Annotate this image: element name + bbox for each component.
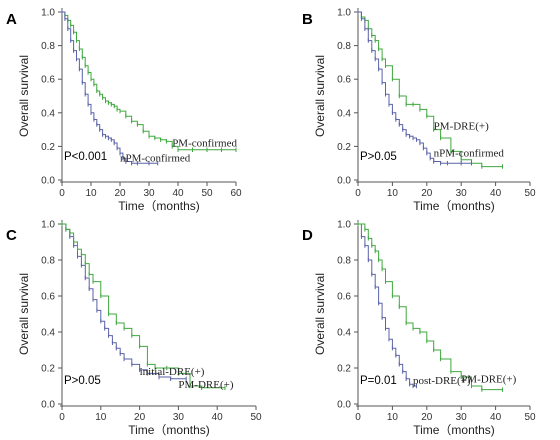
x-tick-label: 10 <box>387 412 399 423</box>
series-label: nPM-confirmed <box>434 147 505 159</box>
series-line-initial-dre- <box>62 223 187 380</box>
y-tick-label: 0.6 <box>41 75 55 86</box>
y-tick-label: 0.0 <box>337 400 351 411</box>
series-label: initial-DRE(+) <box>140 366 205 378</box>
x-tick-label: 0 <box>355 412 361 423</box>
x-tick-label: 30 <box>143 188 155 199</box>
y-axis-title: Overall survival <box>313 273 327 355</box>
x-tick-label: 50 <box>201 188 213 199</box>
chart-panel-a: A 0.0 0.2 0.4 0.6 0.8 1.0 0 10 20 30 40 50 60 Time（mon… <box>6 8 242 214</box>
chart-panel-c: C 0.0 0.2 0.4 0.6 0.8 1.0 0 10 20 30 40 50 Time（month… <box>6 220 262 438</box>
y-tick-label: 0.4 <box>41 108 55 119</box>
y-tick-label: 0.0 <box>41 176 55 187</box>
y-tick-label: 1.0 <box>41 220 55 231</box>
x-axis-title: Time（months) <box>413 199 495 213</box>
x-tick-label: 10 <box>95 412 107 423</box>
x-tick-label: 20 <box>114 188 126 199</box>
series-line-pm-dre- <box>358 11 503 168</box>
x-tick-label: 10 <box>85 188 97 199</box>
x-tick-label: 50 <box>524 188 536 199</box>
x-axis-title: Time（months) <box>413 423 495 437</box>
y-tick-label: 0.8 <box>41 41 55 52</box>
series-label: PM-DRE(+) <box>461 373 516 385</box>
x-tick-label: 0 <box>59 188 65 199</box>
series-line-pm-dre- <box>358 223 503 391</box>
y-tick-label: 0.2 <box>41 364 55 375</box>
y-tick-label: 0.2 <box>337 364 351 375</box>
x-axis-title: Time（months) <box>128 423 210 437</box>
y-tick-label: 1.0 <box>41 8 55 19</box>
y-tick-label: 0.6 <box>337 75 351 86</box>
series-line-pm-dre- <box>62 223 225 389</box>
p-value-text: P>0.05 <box>360 151 397 163</box>
p-value-text: P>0.05 <box>64 375 101 387</box>
x-tick-label: 0 <box>355 188 361 199</box>
series-line-pm-confirmed <box>62 11 236 151</box>
y-axis-title: Overall survival <box>17 55 31 137</box>
x-tick-label: 40 <box>490 412 502 423</box>
x-tick-label: 40 <box>212 412 224 423</box>
y-tick-label: 0.8 <box>41 256 55 267</box>
y-tick-label: 0.2 <box>41 142 55 153</box>
x-tick-label: 20 <box>134 412 146 423</box>
series-label: nPM-confirmed <box>120 153 191 165</box>
series-line-post-dre- <box>358 223 417 387</box>
y-tick-label: 0.8 <box>337 41 351 52</box>
x-axis-title: Time（months) <box>118 199 200 213</box>
series-label: PM-DRE(+) <box>434 121 489 133</box>
y-tick-label: 1.0 <box>337 8 351 19</box>
x-tick-label: 30 <box>456 188 468 199</box>
panel-label: B <box>302 11 313 28</box>
y-tick-label: 0.0 <box>41 400 55 411</box>
y-axis-title: Overall survival <box>313 55 327 137</box>
x-tick-label: 50 <box>250 412 262 423</box>
panel-label: A <box>6 11 17 28</box>
series-label: post-DRE(+) <box>413 375 471 387</box>
x-tick-label: 50 <box>524 412 536 423</box>
p-value-text: P=0.01 <box>360 375 397 387</box>
panel-label: D <box>302 227 313 244</box>
chart-panel-b: B 0.0 0.2 0.4 0.6 0.8 1.0 0 10 20 30 40 50 Time（month… <box>302 8 536 214</box>
x-tick-label: 10 <box>387 188 399 199</box>
p-value-text: P<0.001 <box>64 151 107 163</box>
y-tick-label: 1.0 <box>337 220 351 231</box>
y-axis-title: Overall survival <box>17 273 31 355</box>
y-tick-label: 0.8 <box>337 256 351 267</box>
y-tick-label: 0.0 <box>337 176 351 187</box>
y-tick-label: 0.4 <box>337 108 351 119</box>
x-tick-label: 20 <box>421 188 433 199</box>
y-tick-label: 0.4 <box>337 328 351 339</box>
x-tick-label: 40 <box>172 188 184 199</box>
x-tick-label: 30 <box>173 412 185 423</box>
x-tick-label: 20 <box>421 412 433 423</box>
panel-label: C <box>6 227 17 244</box>
series-label: PM-confirmed <box>172 137 237 149</box>
x-tick-label: 40 <box>490 188 502 199</box>
y-tick-label: 0.2 <box>337 142 351 153</box>
chart-panel-d: D 0.0 0.2 0.4 0.6 0.8 1.0 0 10 20 30 40 50 Time（month… <box>302 220 536 438</box>
series-line-npm-confirmed <box>358 11 472 164</box>
x-tick-label: 60 <box>230 188 242 199</box>
y-tick-label: 0.6 <box>41 292 55 303</box>
x-tick-label: 30 <box>456 412 468 423</box>
x-tick-label: 0 <box>59 412 65 423</box>
series-label: PM-DRE(+) <box>178 379 233 391</box>
y-tick-label: 0.4 <box>41 328 55 339</box>
y-tick-label: 0.6 <box>337 292 351 303</box>
